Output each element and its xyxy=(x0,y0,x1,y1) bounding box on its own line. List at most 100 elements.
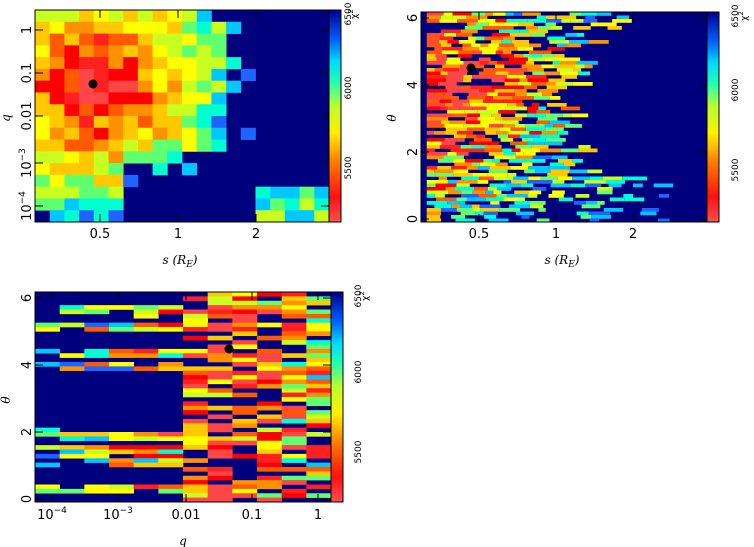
heatmap-cell xyxy=(257,322,282,328)
heatmap-cell xyxy=(547,103,567,107)
heatmap-cell xyxy=(461,194,479,198)
heatmap-cell xyxy=(555,82,573,86)
heatmap-cell xyxy=(196,68,212,82)
heatmap-cell xyxy=(565,33,577,37)
heatmap-cell xyxy=(581,12,598,16)
heatmap-cell xyxy=(109,484,134,490)
heatmap-cell xyxy=(443,68,459,72)
heatmap-cell xyxy=(440,15,453,20)
heatmap-cell xyxy=(207,327,233,332)
colorbar-frame xyxy=(706,11,720,223)
heatmap-cell xyxy=(514,201,530,205)
heatmap-cell xyxy=(506,75,527,79)
heatmap-cell xyxy=(456,208,473,212)
heatmap-cell xyxy=(547,36,566,41)
heatmap-cell xyxy=(281,432,307,437)
heatmap-cell xyxy=(123,21,139,34)
heatmap-cell xyxy=(464,26,483,30)
heatmap-cell xyxy=(465,117,478,121)
heatmap-cell xyxy=(447,71,468,76)
heatmap-cell xyxy=(515,113,528,118)
heatmap-cell xyxy=(84,449,110,455)
heatmap-cell xyxy=(281,296,307,302)
heatmap-cell xyxy=(182,92,198,105)
heatmap-cell xyxy=(158,453,184,459)
heatmap-cell xyxy=(523,152,536,156)
heatmap-cell xyxy=(108,163,124,176)
heatmap-cell xyxy=(167,116,183,129)
colorbar-tick-label: 6000 xyxy=(344,76,354,99)
heatmap-cell xyxy=(207,453,233,459)
heatmap-cell xyxy=(158,322,184,328)
heatmap-cell xyxy=(468,64,484,69)
heatmap-cell xyxy=(257,497,282,503)
heatmap-cell xyxy=(580,215,592,219)
heatmap-cell xyxy=(59,488,85,494)
y-tick-label: 6 xyxy=(20,294,35,302)
heatmap-cell xyxy=(468,92,488,97)
heatmap-cell xyxy=(306,484,332,490)
heatmap-cell xyxy=(492,159,500,163)
x-axis-label: s (RE) xyxy=(163,253,198,270)
heatmap-cell xyxy=(524,159,546,163)
heatmap-cell xyxy=(504,78,520,83)
heatmap-cell xyxy=(499,43,514,48)
heatmap-cell xyxy=(306,318,332,323)
heatmap-cell xyxy=(457,19,478,23)
heatmap-cell xyxy=(463,75,473,79)
heatmap-cell xyxy=(232,423,258,428)
heatmap-cell xyxy=(442,64,461,69)
heatmap-cell xyxy=(109,327,134,332)
heatmap-cell xyxy=(257,414,282,420)
heatmap-cell xyxy=(565,124,582,128)
heatmap-cell xyxy=(133,449,159,455)
heatmap-cell xyxy=(553,124,566,128)
heatmap-cell xyxy=(466,15,488,20)
heatmap-cell xyxy=(479,204,501,209)
heatmap-cell xyxy=(196,45,212,58)
heatmap-cell xyxy=(207,467,233,472)
heatmap-cell xyxy=(158,353,184,358)
heatmap-cell xyxy=(79,127,95,140)
colorbar-label-chi: χ xyxy=(350,14,360,19)
heatmap-cell xyxy=(108,68,124,82)
heatmap-cell xyxy=(473,138,492,142)
heatmap-cell xyxy=(609,197,625,202)
heatmap-cell xyxy=(196,10,212,23)
heatmap-cell xyxy=(158,432,184,437)
heatmap-cell xyxy=(575,194,590,198)
colorbar xyxy=(331,292,343,502)
heatmap-cell xyxy=(299,210,315,223)
heatmap-cell xyxy=(502,117,523,121)
heatmap-cell xyxy=(183,383,208,389)
heatmap-cell xyxy=(207,322,233,328)
heatmap-cell xyxy=(469,141,490,146)
heatmap-cell xyxy=(426,180,448,184)
heatmap-cell xyxy=(482,26,505,30)
heatmap-cell xyxy=(59,322,85,328)
heatmap-cell xyxy=(257,300,282,306)
heatmap-cell xyxy=(306,313,332,319)
heatmap-cell xyxy=(426,103,445,107)
heatmap-cell xyxy=(211,116,227,129)
heatmap-cell xyxy=(49,116,65,129)
heatmap-cell xyxy=(108,127,124,140)
heatmap-cell xyxy=(479,89,495,93)
heatmap-cell xyxy=(489,183,507,188)
heatmap-cell xyxy=(137,68,153,82)
heatmap-cell xyxy=(426,208,441,212)
panel-s-theta xyxy=(420,11,720,223)
heatmap-cell xyxy=(35,322,60,328)
heatmap-cell xyxy=(528,194,538,198)
heatmap-cell xyxy=(556,68,574,72)
heatmap-cell xyxy=(211,92,227,105)
heatmap-cell xyxy=(35,427,60,433)
heatmap-cell xyxy=(79,92,95,105)
heatmap-cell xyxy=(559,71,579,76)
heatmap-cell xyxy=(480,208,500,212)
heatmap-cell xyxy=(314,198,330,211)
y-tick-base: 10 xyxy=(20,204,35,221)
heatmap-cell xyxy=(489,166,511,170)
heatmap-cell xyxy=(49,80,65,93)
heatmap-cell xyxy=(581,204,601,209)
